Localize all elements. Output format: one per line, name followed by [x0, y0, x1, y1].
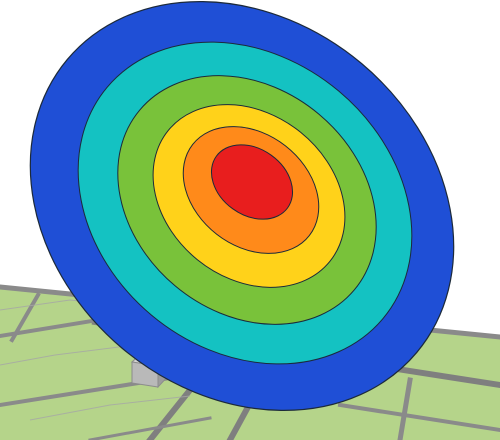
road-left-vertical — [9, 292, 41, 343]
parcel-edge-2 — [0, 344, 136, 366]
road-bottom-right — [337, 402, 500, 433]
road-bottom-center — [88, 416, 212, 440]
road-right-edge — [397, 377, 413, 440]
contour-band-6 — [210, 144, 294, 220]
parcel-edge-4 — [29, 395, 191, 421]
